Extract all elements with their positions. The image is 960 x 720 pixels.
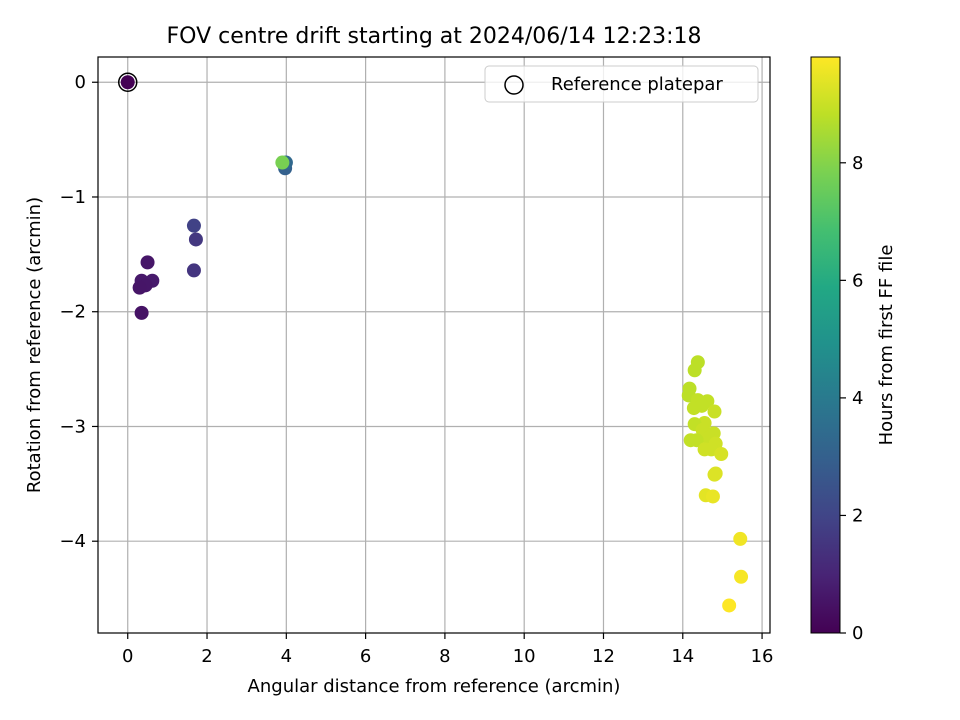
- x-tick-label: 6: [360, 646, 371, 667]
- colorbar: [810, 56, 841, 634]
- y-axis-ticks: 0 −1 −2 −3 −4: [59, 72, 98, 552]
- legend-label: Reference platepar: [551, 74, 723, 95]
- plot-frame: [97, 56, 771, 634]
- data-point: [689, 433, 704, 448]
- data-point: [134, 305, 149, 320]
- data-point: [140, 255, 155, 270]
- data-point: [186, 218, 201, 233]
- data-point: [275, 155, 290, 170]
- colorbar-tick-label: 0: [852, 623, 863, 644]
- x-tick-label: 2: [201, 646, 212, 667]
- colorbar-tick-label: 8: [852, 153, 863, 174]
- data-point: [734, 569, 749, 584]
- data-point: [714, 447, 729, 462]
- x-tick-label: 0: [122, 646, 133, 667]
- colorbar-tick-label: 4: [852, 388, 863, 409]
- x-tick-label: 16: [751, 646, 774, 667]
- x-axis-ticks: 0 2 4 6 8 10 12 14 16: [122, 633, 774, 667]
- reference-platepar-marker: [117, 72, 138, 92]
- data-point: [733, 531, 748, 546]
- x-tick-label: 12: [592, 646, 615, 667]
- data-point: [694, 398, 709, 413]
- data-point: [707, 404, 722, 419]
- data-point: [722, 598, 737, 613]
- data-point: [687, 363, 702, 378]
- colorbar-tick-label: 6: [852, 270, 863, 291]
- colorbar-tick-label: 2: [852, 505, 863, 526]
- data-point: [186, 263, 201, 278]
- y-axis-label: Rotation from reference (arcmin): [24, 197, 45, 493]
- data-point: [132, 280, 147, 295]
- data-point: [707, 467, 722, 482]
- data-point: [188, 232, 203, 247]
- legend: Reference platepar: [484, 65, 759, 103]
- x-tick-label: 4: [281, 646, 292, 667]
- y-tick-label: −3: [59, 416, 86, 437]
- y-tick-label: −4: [59, 531, 86, 552]
- colorbar-label: Hours from first FF file: [876, 245, 897, 446]
- data-point: [120, 75, 135, 90]
- data-point: [705, 489, 720, 504]
- colorbar-ticks: 0 2 4 6 8: [840, 153, 863, 644]
- legend-marker-icon: [504, 75, 524, 95]
- x-axis-label: Angular distance from reference (arcmin): [248, 676, 621, 697]
- chart-title: FOV centre drift starting at 2024/06/14 …: [167, 24, 702, 49]
- x-tick-label: 14: [671, 646, 694, 667]
- y-tick-label: −2: [59, 302, 86, 323]
- legend-box: [484, 65, 759, 103]
- data-points: [117, 72, 749, 613]
- x-tick-label: 8: [439, 646, 450, 667]
- y-tick-label: 0: [75, 72, 86, 93]
- x-tick-label: 10: [513, 646, 536, 667]
- y-tick-label: −1: [59, 187, 86, 208]
